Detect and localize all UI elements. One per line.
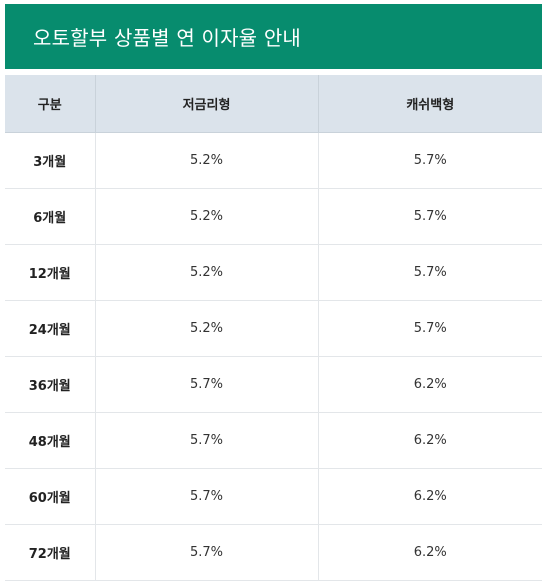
- low-rate-cell: 5.2%: [94, 300, 318, 357]
- low-rate-cell: 5.2%: [94, 188, 318, 245]
- term-cell: 36개월: [5, 356, 95, 413]
- cashback-rate-cell: 5.7%: [317, 132, 542, 189]
- low-rate-cell: 5.7%: [94, 524, 318, 581]
- header-low-rate-type: 저금리형: [94, 75, 318, 133]
- low-rate-cell: 5.7%: [94, 412, 318, 469]
- low-rate-cell: 5.7%: [94, 356, 318, 413]
- cashback-rate-cell: 6.2%: [317, 524, 542, 581]
- cashback-rate-cell: 5.7%: [317, 300, 542, 357]
- table-row: 48개월 5.7% 6.2%: [5, 412, 542, 469]
- page-title: 오토할부 상품별 연 이자율 안내: [33, 26, 302, 50]
- header-cashback-type: 캐쉬백형: [317, 75, 542, 133]
- table-row: 24개월 5.2% 5.7%: [5, 300, 542, 357]
- term-cell: 48개월: [5, 412, 95, 469]
- term-cell: 60개월: [5, 468, 95, 525]
- header-row: 구분 저금리형 캐쉬백형: [5, 75, 542, 133]
- table-row: 3개월 5.2% 5.7%: [5, 132, 542, 189]
- term-cell: 3개월: [5, 132, 95, 189]
- cashback-rate-cell: 6.2%: [317, 468, 542, 525]
- header-category: 구분: [5, 75, 95, 133]
- cashback-rate-cell: 5.7%: [317, 188, 542, 245]
- table-header: 구분 저금리형 캐쉬백형: [5, 75, 542, 133]
- table-body: 3개월 5.2% 5.7% 6개월 5.2% 5.7% 12개월 5.2% 5.…: [5, 132, 542, 581]
- cashback-rate-cell: 5.7%: [317, 244, 542, 301]
- table-row: 36개월 5.7% 6.2%: [5, 356, 542, 413]
- low-rate-cell: 5.7%: [94, 468, 318, 525]
- table-row: 12개월 5.2% 5.7%: [5, 244, 542, 301]
- rate-info-panel: 오토할부 상품별 연 이자율 안내 구분 저금리형 캐쉬백형 3개월 5.2% …: [5, 4, 542, 581]
- cashback-rate-cell: 6.2%: [317, 356, 542, 413]
- term-cell: 24개월: [5, 300, 95, 357]
- table-row: 72개월 5.7% 6.2%: [5, 524, 542, 581]
- term-cell: 72개월: [5, 524, 95, 581]
- table-row: 6개월 5.2% 5.7%: [5, 188, 542, 245]
- term-cell: 12개월: [5, 244, 95, 301]
- low-rate-cell: 5.2%: [94, 244, 318, 301]
- cashback-rate-cell: 6.2%: [317, 412, 542, 469]
- table-row: 60개월 5.7% 6.2%: [5, 468, 542, 525]
- term-cell: 6개월: [5, 188, 95, 245]
- title-bar: 오토할부 상품별 연 이자율 안내: [5, 4, 542, 69]
- low-rate-cell: 5.2%: [94, 132, 318, 189]
- interest-rate-table: 구분 저금리형 캐쉬백형 3개월 5.2% 5.7% 6개월 5.2% 5.7%…: [5, 75, 542, 581]
